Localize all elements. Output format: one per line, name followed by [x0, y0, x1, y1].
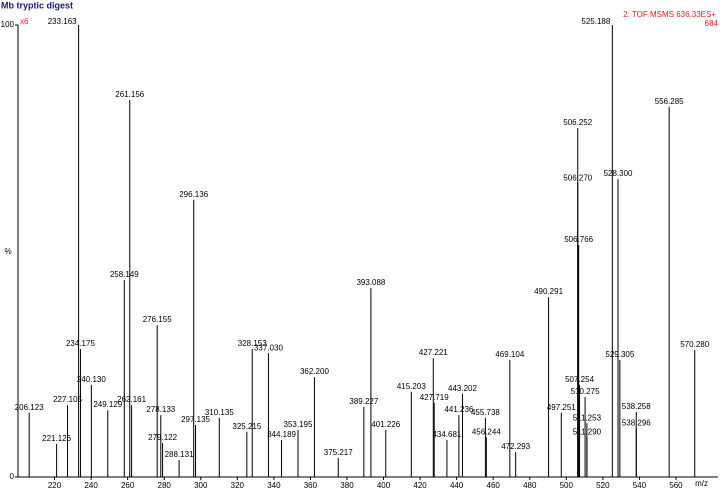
peak-label: 497.251: [547, 403, 576, 412]
peak-label: 296.136: [179, 190, 208, 199]
x-tick-label: 240: [84, 481, 98, 490]
peak-label: 278.133: [146, 405, 175, 414]
peak-label: 261.156: [115, 90, 144, 99]
peak-label: 288.131: [165, 450, 194, 459]
annotation: x6: [20, 17, 29, 26]
x-tick-label: 360: [304, 481, 318, 490]
x-tick-label: 300: [194, 481, 208, 490]
peak-label: 249.129: [93, 400, 122, 409]
chart-title: Mb tryptic digest: [1, 0, 73, 10]
peak-label: 510.275: [571, 387, 600, 396]
peak-label: 353.195: [284, 420, 313, 429]
peak-label: 556.285: [655, 97, 684, 106]
x-tick-label: 260: [121, 481, 135, 490]
peak-label: 427.719: [420, 393, 449, 402]
peak-label: 506.766: [564, 235, 593, 244]
peak-label: 297.135: [181, 415, 210, 424]
peak-label: 276.155: [143, 315, 172, 324]
peak-label: 328.153: [238, 339, 267, 348]
annotation: 684: [705, 19, 719, 28]
peak-label: 393.088: [356, 278, 385, 287]
y-axis-label: %: [4, 247, 11, 256]
peak-label: 528.300: [604, 169, 633, 178]
peak-label: 441.236: [444, 405, 473, 414]
peak-label: 472.293: [501, 442, 530, 451]
x-tick-label: 400: [377, 481, 391, 490]
peak-label: 469.104: [495, 350, 524, 359]
peak-label: 506.270: [563, 173, 592, 182]
peak-label: 511.290: [573, 427, 602, 436]
peak-label: 206.123: [15, 403, 44, 412]
peak-label: 234.175: [66, 339, 95, 348]
x-tick-label: 440: [450, 481, 464, 490]
y-tick-label: 0: [10, 472, 15, 481]
peak-label: 525.188: [581, 17, 610, 26]
x-tick-label: 320: [231, 481, 245, 490]
x-tick-label: 500: [560, 481, 574, 490]
peak-label: 233.163: [48, 17, 77, 26]
peak-label: 538.258: [622, 402, 651, 411]
peak-label: 455.738: [471, 408, 500, 417]
x-tick-label: 540: [633, 481, 647, 490]
x-tick-label: 340: [267, 481, 281, 490]
peak-label: 389.227: [349, 397, 378, 406]
peak-label: 262.161: [117, 395, 146, 404]
peak-label: 434.681: [432, 430, 461, 439]
peak-label: 362.200: [300, 367, 329, 376]
x-tick-label: 220: [48, 481, 62, 490]
peak-label: 570.280: [680, 340, 709, 349]
peak-label: 227.105: [53, 395, 82, 404]
peak-label: 507.254: [565, 375, 594, 384]
peak-label: 325.215: [232, 422, 261, 431]
peak-label: 427.221: [419, 348, 448, 357]
peak-label: 344.189: [267, 430, 296, 439]
peak-label: 529.305: [605, 350, 634, 359]
x-tick-label: 460: [487, 481, 501, 490]
y-tick-label: 100: [1, 20, 15, 29]
x-tick-label: 280: [158, 481, 172, 490]
peak-label: 538.296: [622, 418, 651, 427]
peak-label: 490.291: [534, 287, 563, 296]
peak-label: 310.135: [205, 408, 234, 417]
x-tick-label: 560: [669, 481, 683, 490]
peak-label: 258.149: [110, 270, 139, 279]
x-axis-label: m/z: [695, 479, 708, 488]
x-tick-label: 420: [413, 481, 427, 490]
peak-label: 375.217: [324, 448, 353, 457]
x-tick-label: 380: [340, 481, 354, 490]
peak-label: 337.030: [254, 343, 283, 352]
peak-label: 279.122: [148, 433, 177, 442]
x-tick-label: 480: [523, 481, 537, 490]
peak-label: 240.130: [77, 375, 106, 384]
peak-label: 443.202: [448, 384, 477, 393]
peak-label: 511.253: [573, 413, 602, 422]
peak-label: 506.252: [563, 118, 592, 127]
peak-label: 456.244: [472, 427, 501, 436]
peak-label: 221.126: [42, 434, 71, 443]
x-tick-label: 520: [596, 481, 610, 490]
annotation: 2: TOF MSMS 636.33ES+: [623, 10, 716, 19]
peak-label: 415.203: [397, 382, 426, 391]
peak-label: 401.226: [371, 420, 400, 429]
